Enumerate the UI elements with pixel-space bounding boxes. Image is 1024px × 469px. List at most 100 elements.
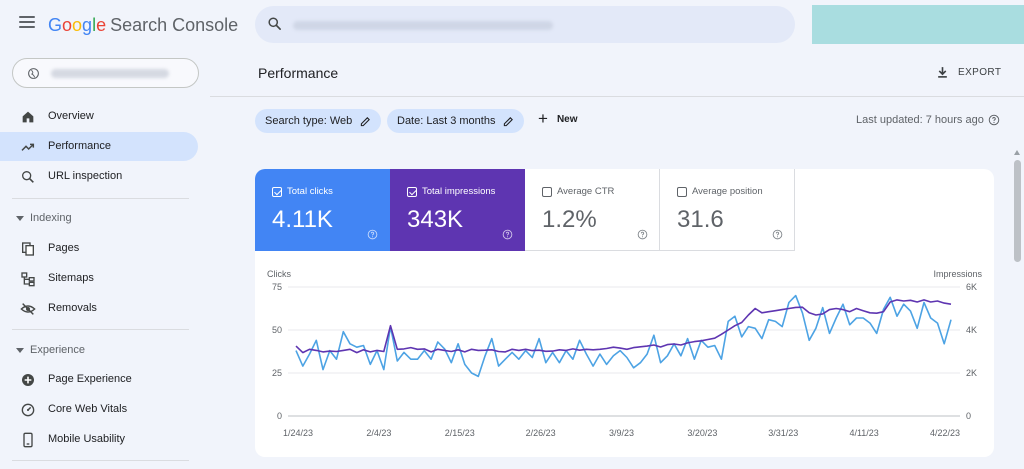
sidebar-item-removals[interactable]: Removals xyxy=(0,294,198,323)
caret-down-icon xyxy=(16,347,24,353)
sidebar-item-label: Removals xyxy=(48,302,97,314)
x-tick-label: 3/20/23 xyxy=(687,428,717,438)
scroll-up-arrow-icon[interactable] xyxy=(1014,150,1020,155)
series-line-clicks xyxy=(295,294,952,378)
metric-value: 343K xyxy=(407,206,464,233)
checkbox-unchecked-icon[interactable] xyxy=(542,186,552,197)
section-label: Experience xyxy=(30,344,86,356)
top-app-bar: Google Search Console xyxy=(0,0,1024,50)
y-tick-label-left: 50 xyxy=(272,325,282,335)
filter-chip-search-type[interactable]: Search type: Web xyxy=(255,109,382,133)
performance-chart: Clicks Impressions 75 6K 50 4K 25 2K 0 0 1/24/23 2/… xyxy=(255,265,994,457)
metric-label-row: Average CTR xyxy=(542,186,614,197)
globe-icon xyxy=(28,68,39,79)
metric-average-ctr[interactable]: Average CTR 1.2% xyxy=(525,169,660,251)
section-indexing[interactable]: Indexing xyxy=(16,212,72,224)
menu-icon[interactable] xyxy=(19,16,35,28)
caret-down-icon xyxy=(16,215,24,221)
smartphone-icon xyxy=(23,432,33,448)
right-axis-label: Impressions xyxy=(933,269,982,279)
logo-letter: o xyxy=(62,15,73,35)
scrollbar-thumb[interactable] xyxy=(1014,160,1021,262)
speedometer-icon xyxy=(21,403,35,417)
divider xyxy=(12,198,189,199)
sidebar-item-pages[interactable]: Pages xyxy=(0,234,198,263)
metric-label: Average position xyxy=(692,186,763,197)
app-logo[interactable]: Google Search Console xyxy=(48,14,238,36)
metric-label: Average CTR xyxy=(557,186,615,197)
sidebar-item-url-inspection[interactable]: URL inspection xyxy=(0,162,198,191)
divider xyxy=(12,460,189,461)
metric-total-clicks[interactable]: Total clicks 4.11K xyxy=(255,169,390,251)
section-experience[interactable]: Experience xyxy=(16,344,85,356)
sidebar-item-label: Performance xyxy=(48,140,111,152)
export-label: EXPORT xyxy=(958,66,1002,78)
search-icon xyxy=(268,17,281,30)
logo-letter: g xyxy=(82,15,93,35)
sidebar-item-sitemaps[interactable]: Sitemaps xyxy=(0,264,198,293)
logo-letter: G xyxy=(48,15,63,35)
main-content: Performance EXPORT Search type: Web Date… xyxy=(210,50,1024,469)
metric-label-row: Total impressions xyxy=(407,186,495,197)
eye-off-icon xyxy=(20,303,36,315)
add-circle-icon xyxy=(22,374,34,386)
help-icon[interactable] xyxy=(772,229,783,240)
y-tick-label-right: 2K xyxy=(966,368,977,378)
metric-label-row: Average position xyxy=(677,186,763,197)
x-tick-label: 3/31/23 xyxy=(768,428,798,438)
pages-icon xyxy=(22,242,34,256)
sidebar-item-label: Core Web Vitals xyxy=(48,403,128,415)
search-icon xyxy=(21,171,34,183)
divider xyxy=(12,329,189,330)
checkbox-unchecked-icon[interactable] xyxy=(677,186,687,197)
left-axis-label: Clicks xyxy=(267,269,291,279)
sidebar-item-core-web-vitals[interactable]: Core Web Vitals xyxy=(0,395,198,424)
x-tick-label: 4/22/23 xyxy=(930,428,960,438)
x-tick-label: 1/24/23 xyxy=(283,428,313,438)
help-icon[interactable] xyxy=(367,229,378,240)
metric-value: 31.6 xyxy=(677,206,724,233)
plus-icon: + xyxy=(538,109,548,128)
help-icon[interactable] xyxy=(637,229,648,240)
sidebar-item-overview[interactable]: Overview xyxy=(0,102,198,131)
logo-letter: e xyxy=(96,15,107,35)
x-tick-label: 4/11/23 xyxy=(849,428,878,438)
y-tick-label-right: 0 xyxy=(966,411,971,421)
sidebar-item-performance[interactable]: Performance xyxy=(0,132,198,161)
filter-chip-date[interactable]: Date: Last 3 months xyxy=(387,109,525,133)
metric-average-position[interactable]: Average position 31.6 xyxy=(660,169,795,251)
sitemap-icon xyxy=(21,272,35,287)
checkbox-checked-icon[interactable] xyxy=(272,186,282,197)
sidebar-item-page-experience[interactable]: Page Experience xyxy=(0,365,198,394)
sidebar-item-label: Page Experience xyxy=(48,373,132,385)
sidebar-item-label: Sitemaps xyxy=(48,272,94,284)
search-input[interactable] xyxy=(255,6,795,43)
metric-value: 1.2% xyxy=(542,206,597,233)
metric-value: 4.11K xyxy=(272,206,333,233)
metric-total-impressions[interactable]: Total impressions 343K xyxy=(390,169,525,251)
help-icon[interactable] xyxy=(502,229,513,240)
sidebar-item-label: Overview xyxy=(48,110,94,122)
last-updated-text: Last updated: 7 hours ago xyxy=(856,114,984,126)
filter-chip-label: Date: Last 3 months xyxy=(397,115,496,127)
metric-label: Total impressions xyxy=(422,186,496,197)
checkbox-checked-icon[interactable] xyxy=(407,186,417,197)
pencil-icon xyxy=(504,116,514,126)
help-icon[interactable] xyxy=(988,114,1000,126)
y-tick-label-left: 25 xyxy=(272,368,282,378)
sidebar-item-label: Mobile Usability xyxy=(48,433,126,445)
property-selector[interactable] xyxy=(12,58,199,88)
download-icon xyxy=(938,67,947,78)
sidebar-item-mobile-usability[interactable]: Mobile Usability xyxy=(0,425,198,454)
sidebar: Overview Performance URL inspection Inde… xyxy=(0,50,210,469)
export-button[interactable]: EXPORT xyxy=(936,65,1001,79)
y-tick-label-right: 6K xyxy=(966,282,977,292)
new-filter-button[interactable]: + New xyxy=(538,109,578,128)
performance-card: Total clicks 4.11K Total impressions 343… xyxy=(255,169,994,457)
logo-letter: o xyxy=(72,15,83,35)
account-area[interactable] xyxy=(812,5,1024,44)
y-tick-label-left: 75 xyxy=(272,282,282,292)
x-tick-label: 2/26/23 xyxy=(526,428,556,438)
home-icon xyxy=(22,111,34,123)
